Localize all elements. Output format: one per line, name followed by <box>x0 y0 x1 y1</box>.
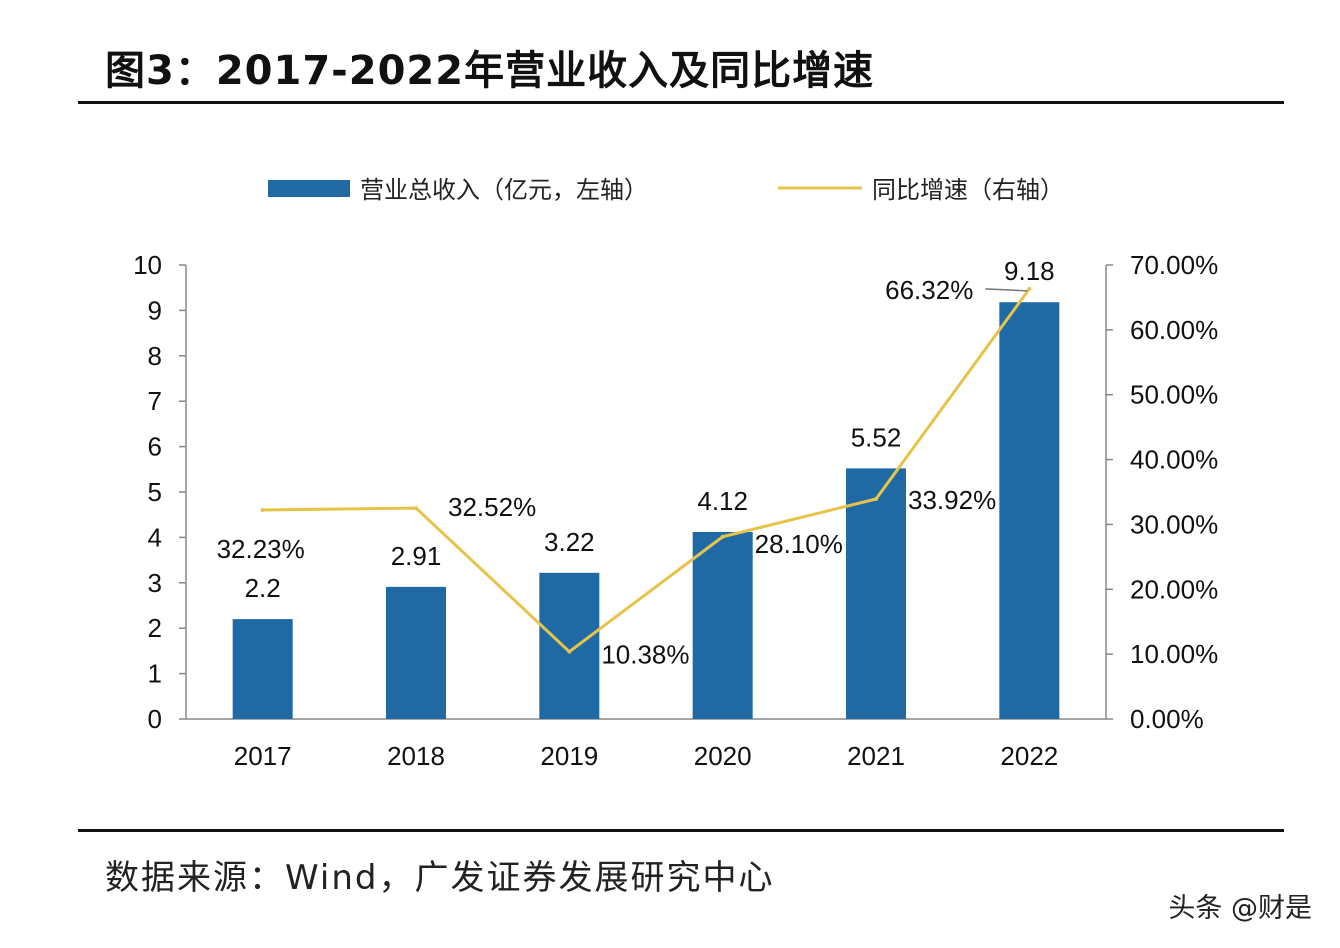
x-tick-label: 2018 <box>387 741 445 771</box>
y-left-tick-label: 4 <box>148 522 162 552</box>
y-left-tick-label: 7 <box>148 386 162 416</box>
y-right-tick-label: 30.00% <box>1130 509 1218 539</box>
bar-value-label: 2.2 <box>245 573 281 603</box>
y-left-tick-label: 0 <box>148 704 162 734</box>
growth-value-label: 32.52% <box>448 492 536 522</box>
y-right-tick-label: 60.00% <box>1130 315 1218 345</box>
y-right-tick-label: 50.00% <box>1130 380 1218 410</box>
growth-value-label: 32.23% <box>217 534 305 564</box>
growth-line <box>262 287 1031 654</box>
legend-label-bar: 营业总收入（亿元，左轴） <box>360 176 648 204</box>
legend-swatch-bar <box>268 180 350 197</box>
line-series <box>260 286 1032 654</box>
legend: 营业总收入（亿元，左轴） 同比增速（右轴） <box>268 176 1064 204</box>
y-left-tick-label: 6 <box>148 432 162 462</box>
x-tick-label: 2022 <box>1000 741 1058 771</box>
y-right-tick-label: 20.00% <box>1130 574 1218 604</box>
bar-value-label: 9.18 <box>1004 256 1055 286</box>
data-labels: 2.2 2.91 3.22 4.12 5.52 9.18 32.23% 32.52% 10.38… <box>217 256 1055 669</box>
growth-point-2018 <box>414 506 418 511</box>
top-rule <box>78 101 1284 104</box>
axes: 0 1 2 3 4 5 6 7 8 9 10 0.00% 10.00% 20.00% 30.00% 40.00… <box>133 250 1218 771</box>
y-left-tick-label: 3 <box>148 568 162 598</box>
chart-title: 图3：2017-2022年营业收入及同比增速 <box>105 48 875 94</box>
y-left-tick-label: 2 <box>148 613 162 643</box>
y-right-tick-label: 40.00% <box>1130 445 1218 475</box>
source-note: 数据来源：Wind，广发证券发展研究中心 <box>105 858 775 898</box>
growth-label-leader <box>985 288 1028 292</box>
growth-value-label: 28.10% <box>755 529 843 559</box>
growth-point-2022 <box>1027 286 1032 291</box>
bar-2022 <box>999 302 1060 719</box>
x-tick-label: 2017 <box>234 741 292 771</box>
growth-value-label: 33.92% <box>908 485 996 515</box>
bottom-rule <box>78 829 1284 832</box>
x-tick-label: 2020 <box>694 741 752 771</box>
bar-2020 <box>692 531 753 719</box>
bar-value-label: 3.22 <box>544 527 595 557</box>
watermark: 头条 @财是 <box>1168 893 1312 924</box>
growth-point-2021 <box>874 497 878 502</box>
y-right-tick-label: 0.00% <box>1130 704 1204 734</box>
growth-point-2017 <box>260 507 265 512</box>
growth-point-2019 <box>567 649 572 654</box>
y-left-tick-label: 5 <box>148 477 162 507</box>
y-right-tick-label: 10.00% <box>1130 639 1218 669</box>
growth-value-label: 10.38% <box>601 640 689 670</box>
bar-2019 <box>539 572 600 719</box>
bar-value-label: 2.91 <box>391 541 442 571</box>
y-left-tick-label: 8 <box>148 341 162 371</box>
y-left-tick-label: 1 <box>148 659 162 689</box>
x-tick-label: 2019 <box>540 741 598 771</box>
bar-value-label: 4.12 <box>697 486 748 516</box>
bar-2018 <box>386 586 446 719</box>
y-left-tick-label: 9 <box>148 295 162 325</box>
y-right-tick-label: 70.00% <box>1130 250 1218 280</box>
legend-label-line: 同比增速（右轴） <box>872 176 1064 204</box>
bar-series <box>232 302 1060 719</box>
bar-2017 <box>232 619 293 719</box>
y-left-tick-label: 10 <box>133 250 162 280</box>
bar-value-label: 5.52 <box>851 422 902 452</box>
growth-point-2020 <box>720 534 725 539</box>
bar-2021 <box>846 468 906 719</box>
growth-value-label: 66.32% <box>885 275 973 305</box>
x-tick-label: 2021 <box>847 741 905 771</box>
